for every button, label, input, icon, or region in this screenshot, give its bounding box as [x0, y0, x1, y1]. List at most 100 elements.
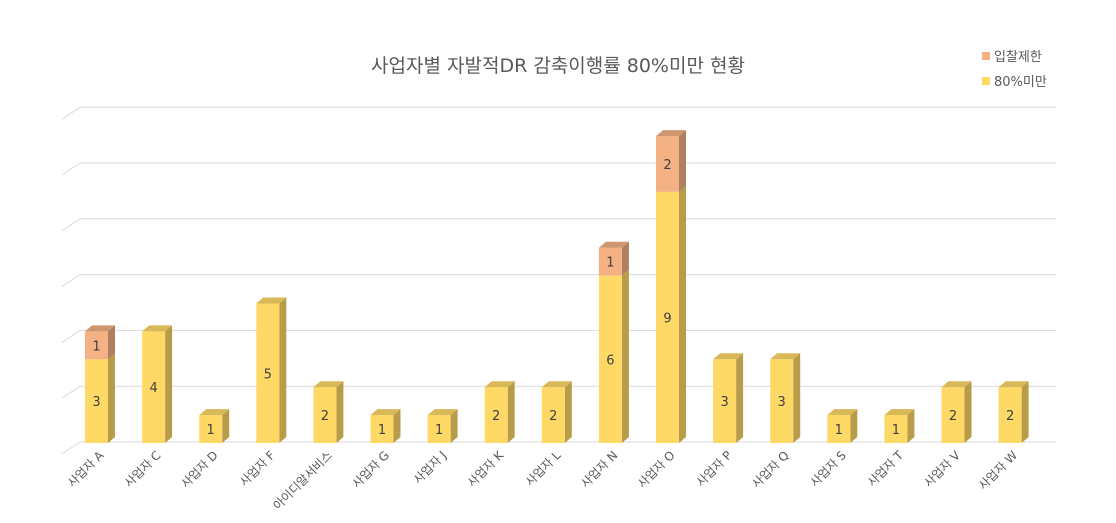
category-label: 사업자 Q — [749, 448, 792, 491]
data-label: 2 — [1006, 409, 1014, 424]
chart-title: 사업자별 자발적DR 감축이행률 80%미만 현황 — [371, 55, 745, 77]
bar-side — [679, 185, 686, 443]
bar-segment — [656, 136, 679, 192]
data-label: 3 — [720, 395, 728, 410]
bar-side — [907, 409, 915, 443]
bar-segment — [598, 275, 622, 443]
bar-segment — [370, 415, 394, 443]
bar-segment — [941, 387, 965, 443]
bar-segment — [427, 415, 451, 443]
bar-side — [108, 353, 115, 443]
bar-side — [1021, 381, 1029, 443]
data-label: 2 — [949, 409, 957, 424]
gridline-depth — [61, 274, 81, 288]
bar-top — [713, 353, 744, 360]
data-label: 2 — [492, 409, 500, 424]
bar-segment — [827, 415, 851, 443]
bar-segment — [998, 387, 1022, 443]
legend: 입찰제한 80%미만 — [982, 50, 1047, 90]
category-label: 사업자 K — [465, 447, 507, 489]
bar-segment — [541, 387, 565, 443]
data-label: 2 — [549, 409, 557, 424]
data-label: 1 — [435, 423, 443, 438]
bar-segment — [884, 415, 908, 443]
gridline-depth — [61, 441, 81, 455]
category-label: 사업자 P — [694, 448, 735, 489]
category-label: 사업자 G — [350, 448, 393, 491]
category-label: 사업자 S — [808, 448, 849, 489]
bar-segment — [313, 387, 337, 443]
bar-segment — [85, 331, 108, 360]
legend-label: 입찰제한 — [994, 50, 1042, 65]
data-label: 1 — [892, 423, 900, 438]
bar-side — [850, 409, 858, 443]
data-label: 2 — [663, 158, 671, 173]
bar-top — [142, 325, 173, 332]
bar-top — [998, 381, 1029, 388]
bar-segment — [598, 247, 622, 276]
gridline-depth — [61, 385, 81, 399]
value-labels: 3 1 4 1 5 2 1 1 2 2 6 1 9 2 3 3 1 1 2 2 — [92, 158, 1014, 438]
bar-segment — [199, 415, 223, 443]
category-label: 사업자 V — [921, 448, 963, 490]
data-label: 3 — [92, 395, 100, 410]
bar-top — [598, 241, 629, 248]
bar-top — [484, 381, 515, 388]
bar-side — [393, 409, 401, 443]
legend-swatch — [982, 52, 990, 60]
category-label: 사업자 O — [635, 448, 678, 491]
data-label: 1 — [606, 256, 614, 271]
bar-top — [827, 409, 858, 416]
bar-side — [679, 130, 686, 192]
bar-side — [279, 297, 287, 443]
bar-side — [564, 381, 572, 443]
bar-side — [507, 381, 515, 443]
data-label: 9 — [663, 311, 671, 326]
gridline-depth — [61, 106, 81, 120]
bar-top — [427, 409, 458, 416]
bar-top — [656, 130, 686, 137]
gridline-depth — [61, 218, 81, 232]
bar-segment — [256, 303, 280, 443]
legend-label: 80%미만 — [994, 75, 1047, 90]
gridlines — [61, 106, 1056, 455]
category-label: 사업자 W — [976, 448, 1021, 493]
bar-top — [541, 381, 572, 388]
category-label: 사업자 A — [65, 448, 107, 490]
bar-side — [108, 325, 115, 360]
bar-side — [964, 381, 972, 443]
bar-side — [450, 409, 458, 443]
bar-segment — [484, 387, 508, 443]
bar-segment — [142, 331, 166, 443]
bar-top — [941, 381, 972, 388]
category-label: 사업자 J — [411, 448, 450, 487]
bar-side — [621, 269, 629, 443]
category-label: 사업자 L — [523, 448, 564, 489]
bar-segment — [656, 191, 679, 443]
legend-swatch — [982, 77, 990, 85]
gridline-depth — [61, 162, 81, 176]
data-label: 6 — [606, 353, 614, 368]
data-label: 4 — [149, 381, 157, 396]
bar-side — [793, 353, 801, 443]
bar-top — [256, 297, 287, 304]
data-label: 1 — [92, 339, 100, 354]
category-label: 사업자 D — [178, 448, 221, 491]
data-label: 1 — [378, 423, 386, 438]
bar-top — [85, 325, 115, 332]
data-label: 2 — [321, 409, 329, 424]
category-label: 사업자 N — [578, 448, 620, 490]
bar-side — [736, 353, 744, 443]
bar-side — [336, 381, 344, 443]
bar-top — [770, 353, 801, 360]
bar-top — [370, 409, 401, 416]
gridline-depth — [61, 329, 81, 343]
category-label: 아이디알서비스 — [270, 448, 335, 513]
bar-top — [313, 381, 344, 388]
data-label: 3 — [778, 395, 786, 410]
bar-segment — [770, 359, 794, 443]
bars — [85, 130, 1029, 443]
category-label: 사업자 F — [237, 448, 278, 489]
